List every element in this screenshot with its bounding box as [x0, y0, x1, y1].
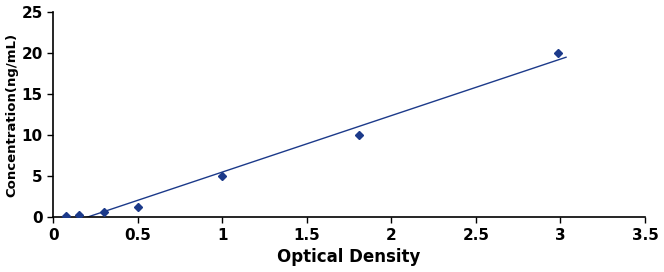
X-axis label: Optical Density: Optical Density	[278, 248, 421, 267]
Y-axis label: Concentration(ng/mL): Concentration(ng/mL)	[5, 32, 19, 197]
